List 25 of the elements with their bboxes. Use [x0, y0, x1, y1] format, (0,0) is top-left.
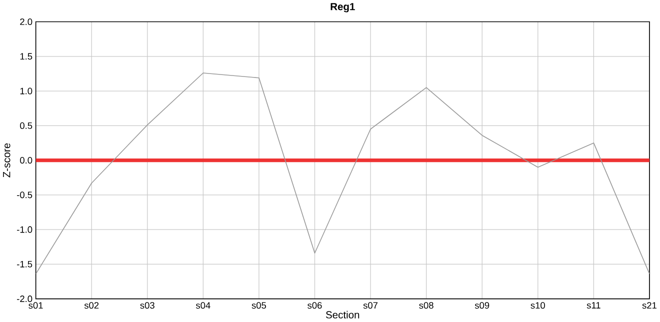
y-tick-label: 2.0	[20, 18, 32, 26]
x-tick-label: s04	[196, 302, 210, 309]
y-axis-title: Z-score	[3, 144, 10, 178]
chart-title: Reg1	[330, 3, 355, 13]
x-tick-label: s07	[363, 302, 378, 309]
x-axis-title: Section	[326, 311, 360, 319]
y-tick-label: -2.0	[17, 296, 32, 302]
x-tick-label: s08	[419, 302, 434, 309]
x-tick-label: s01	[28, 302, 43, 309]
line-series	[36, 72, 650, 275]
y-tick-label: 0.0	[20, 157, 32, 164]
x-tick-label: s06	[308, 302, 322, 309]
x-tick-label: s11	[586, 302, 600, 309]
y-tick-label: 1.5	[20, 53, 32, 60]
x-tick-label: s21	[642, 302, 656, 309]
x-tick-label: s09	[474, 302, 490, 309]
y-tick-label: 1.0	[20, 88, 32, 95]
x-tick-label: s10	[530, 302, 545, 309]
y-tick-label: -0.5	[17, 192, 32, 198]
x-tick-label: s03	[140, 302, 154, 309]
y-tick-label: 0.5	[20, 122, 32, 130]
x-tick-label: s02	[84, 302, 99, 309]
y-tick-label: -1.5	[17, 261, 32, 268]
y-tick-label: -1.0	[17, 226, 32, 234]
x-tick-label: s05	[252, 302, 266, 309]
